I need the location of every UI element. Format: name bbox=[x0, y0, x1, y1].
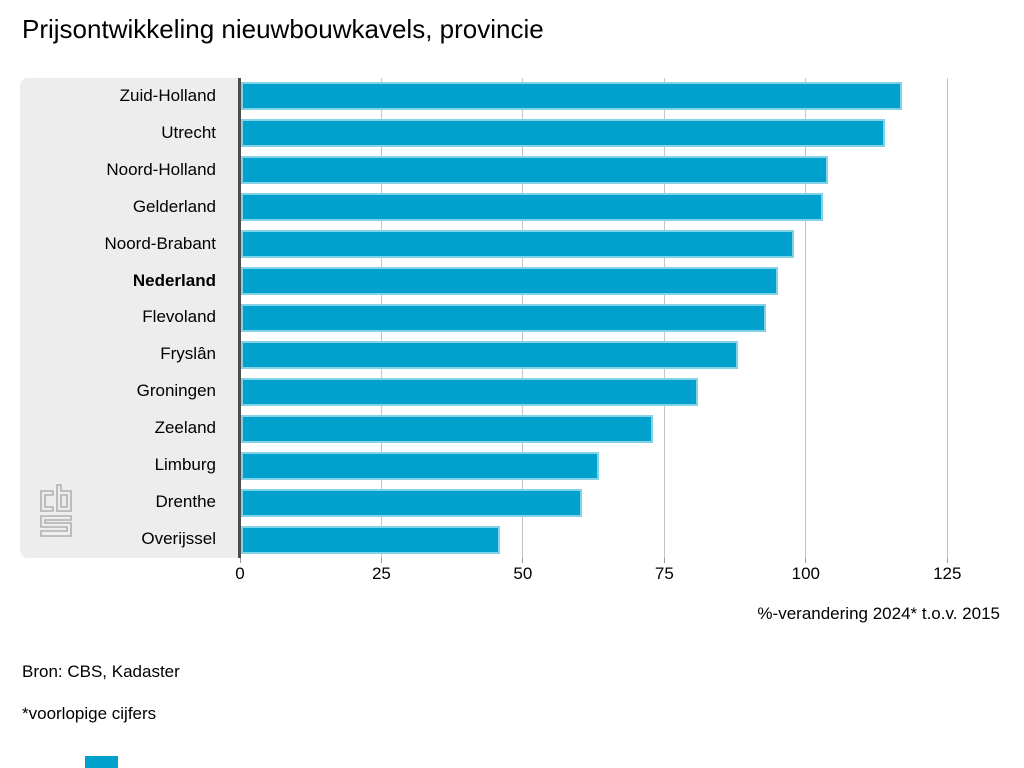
bar-utrecht bbox=[241, 119, 885, 148]
category-label: Noord-Brabant bbox=[104, 233, 216, 253]
gridline-125 bbox=[946, 78, 948, 558]
source-text: Bron: CBS, Kadaster bbox=[22, 662, 180, 681]
bar-row bbox=[241, 336, 738, 373]
bar-noord-brabant bbox=[241, 230, 795, 259]
category-label: Zeeland bbox=[154, 418, 216, 438]
bar-row bbox=[241, 263, 778, 300]
category-label: Overijssel bbox=[141, 528, 216, 548]
bar-row bbox=[241, 115, 885, 152]
category-label: Limburg bbox=[154, 455, 216, 475]
category-label: Nederland bbox=[132, 270, 216, 290]
page-title: Prijsontwikkeling nieuwbouwkavels, provi… bbox=[22, 14, 544, 44]
category-label: Groningen bbox=[136, 381, 216, 401]
x-tick-label: 0 bbox=[235, 564, 245, 583]
x-tick-mark bbox=[946, 558, 948, 563]
bar-zeeland bbox=[241, 414, 654, 443]
cbs-brand-square bbox=[85, 756, 118, 768]
bar-fryslân bbox=[241, 340, 738, 369]
x-tick-label: 50 bbox=[513, 564, 533, 583]
cbs-logo-icon bbox=[40, 484, 72, 537]
bar-drenthe bbox=[241, 488, 583, 517]
bar-row bbox=[241, 300, 767, 337]
x-tick-mark bbox=[663, 558, 665, 563]
category-label: Flevoland bbox=[142, 307, 216, 327]
category-label: Drenthe bbox=[155, 491, 216, 511]
category-label: Utrecht bbox=[161, 122, 216, 142]
x-tick-mark bbox=[805, 558, 807, 563]
bar-row bbox=[241, 226, 795, 263]
bar-row bbox=[241, 78, 902, 115]
category-label: Gelderland bbox=[132, 196, 216, 216]
x-tick-label: 125 bbox=[933, 564, 962, 583]
y-axis-line bbox=[238, 78, 241, 558]
bar-overijssel bbox=[241, 525, 501, 554]
x-axis-title: %-verandering 2024* t.o.v. 2015 bbox=[757, 604, 1000, 623]
bar-gelderland bbox=[241, 193, 823, 222]
x-tick-mark bbox=[380, 558, 382, 563]
x-tick-label: 25 bbox=[371, 564, 391, 583]
x-axis-ticks: 0 25 50 75 100 125 bbox=[20, 564, 1008, 586]
bar-noord-holland bbox=[241, 156, 829, 185]
category-label: Fryslân bbox=[160, 344, 216, 364]
x-tick-label: 75 bbox=[654, 564, 674, 583]
bar-row bbox=[241, 410, 654, 447]
bar-nederland bbox=[241, 267, 778, 296]
bar-groningen bbox=[241, 377, 699, 406]
category-label: Zuid-Holland bbox=[119, 86, 216, 105]
gridline-100 bbox=[805, 78, 807, 558]
x-tick-label: 100 bbox=[791, 564, 820, 583]
bar-row bbox=[241, 152, 829, 189]
footnote-text: *voorlopige cijfers bbox=[22, 704, 157, 723]
bar-limburg bbox=[241, 451, 600, 480]
x-tick-mark bbox=[522, 558, 524, 563]
bar-flevoland bbox=[241, 303, 767, 332]
bar-chart: Zuid-Holland Utrecht Noord-Holland Gelderla… bbox=[20, 78, 1008, 563]
bar-row bbox=[241, 484, 583, 521]
bar-zuid-holland bbox=[241, 82, 902, 111]
bar-row bbox=[241, 521, 501, 558]
category-label: Noord-Holland bbox=[106, 159, 216, 179]
category-label-panel: Zuid-Holland Utrecht Noord-Holland Gelderla… bbox=[20, 78, 238, 558]
bar-row bbox=[241, 373, 699, 410]
bar-row bbox=[241, 189, 823, 226]
bar-row bbox=[241, 447, 600, 484]
x-tick-mark bbox=[239, 558, 241, 563]
